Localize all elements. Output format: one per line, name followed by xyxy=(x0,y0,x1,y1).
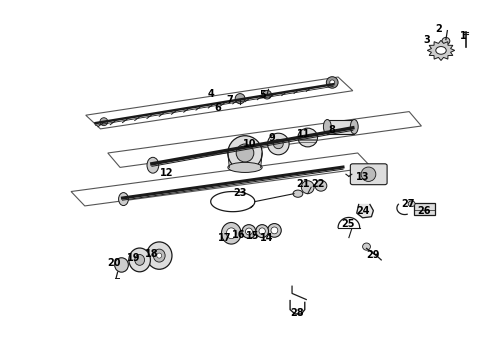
Ellipse shape xyxy=(408,201,415,207)
Text: 14: 14 xyxy=(260,233,274,243)
Text: 21: 21 xyxy=(296,179,310,189)
Ellipse shape xyxy=(315,180,327,191)
Text: 1: 1 xyxy=(460,31,466,41)
Text: 8: 8 xyxy=(329,125,336,135)
Polygon shape xyxy=(427,40,455,60)
Ellipse shape xyxy=(147,157,159,173)
Text: 25: 25 xyxy=(341,219,355,229)
Text: 18: 18 xyxy=(145,249,159,259)
Circle shape xyxy=(436,46,446,54)
Text: 6: 6 xyxy=(215,103,221,113)
Ellipse shape xyxy=(228,162,262,172)
Text: 10: 10 xyxy=(243,139,257,149)
Ellipse shape xyxy=(147,242,172,269)
Ellipse shape xyxy=(135,255,145,265)
Ellipse shape xyxy=(323,120,331,134)
Text: 16: 16 xyxy=(232,230,246,240)
Ellipse shape xyxy=(100,118,108,126)
Text: 28: 28 xyxy=(291,308,304,318)
Text: 24: 24 xyxy=(356,206,369,216)
Ellipse shape xyxy=(273,139,283,149)
Text: 22: 22 xyxy=(311,179,324,189)
Text: 12: 12 xyxy=(160,168,173,178)
Text: 9: 9 xyxy=(269,133,275,143)
Ellipse shape xyxy=(119,193,128,206)
Ellipse shape xyxy=(242,225,256,238)
Ellipse shape xyxy=(268,224,281,237)
Text: 13: 13 xyxy=(356,172,369,182)
Text: 29: 29 xyxy=(367,250,380,260)
Text: 5: 5 xyxy=(259,90,266,100)
Ellipse shape xyxy=(268,133,289,155)
Ellipse shape xyxy=(245,228,252,235)
Text: 19: 19 xyxy=(127,253,141,264)
Text: 20: 20 xyxy=(107,258,121,268)
Ellipse shape xyxy=(157,253,162,258)
Ellipse shape xyxy=(326,77,338,88)
Ellipse shape xyxy=(293,190,303,197)
Ellipse shape xyxy=(363,243,370,250)
Ellipse shape xyxy=(350,120,358,134)
Text: 11: 11 xyxy=(297,129,311,139)
Ellipse shape xyxy=(442,37,450,45)
Text: 3: 3 xyxy=(423,35,430,45)
Text: 2: 2 xyxy=(435,24,442,34)
Ellipse shape xyxy=(271,227,278,234)
Ellipse shape xyxy=(153,249,165,262)
Polygon shape xyxy=(357,204,373,218)
Text: 7: 7 xyxy=(226,95,233,105)
Bar xyxy=(327,120,354,134)
Ellipse shape xyxy=(235,94,245,104)
Ellipse shape xyxy=(221,222,241,244)
Ellipse shape xyxy=(298,128,318,147)
Ellipse shape xyxy=(228,136,262,170)
Text: 23: 23 xyxy=(233,188,247,198)
Text: 27: 27 xyxy=(401,199,415,210)
Ellipse shape xyxy=(129,248,150,272)
FancyBboxPatch shape xyxy=(350,164,387,185)
Ellipse shape xyxy=(301,181,314,194)
Bar xyxy=(414,203,435,215)
Text: 4: 4 xyxy=(207,89,214,99)
Ellipse shape xyxy=(226,228,236,239)
Ellipse shape xyxy=(256,225,269,238)
Ellipse shape xyxy=(259,228,266,234)
Ellipse shape xyxy=(330,80,335,85)
Ellipse shape xyxy=(263,90,271,99)
Text: 17: 17 xyxy=(218,233,231,243)
Ellipse shape xyxy=(115,258,128,272)
Text: 15: 15 xyxy=(245,231,259,241)
Text: 26: 26 xyxy=(417,206,431,216)
Ellipse shape xyxy=(361,167,376,181)
Ellipse shape xyxy=(236,144,254,162)
